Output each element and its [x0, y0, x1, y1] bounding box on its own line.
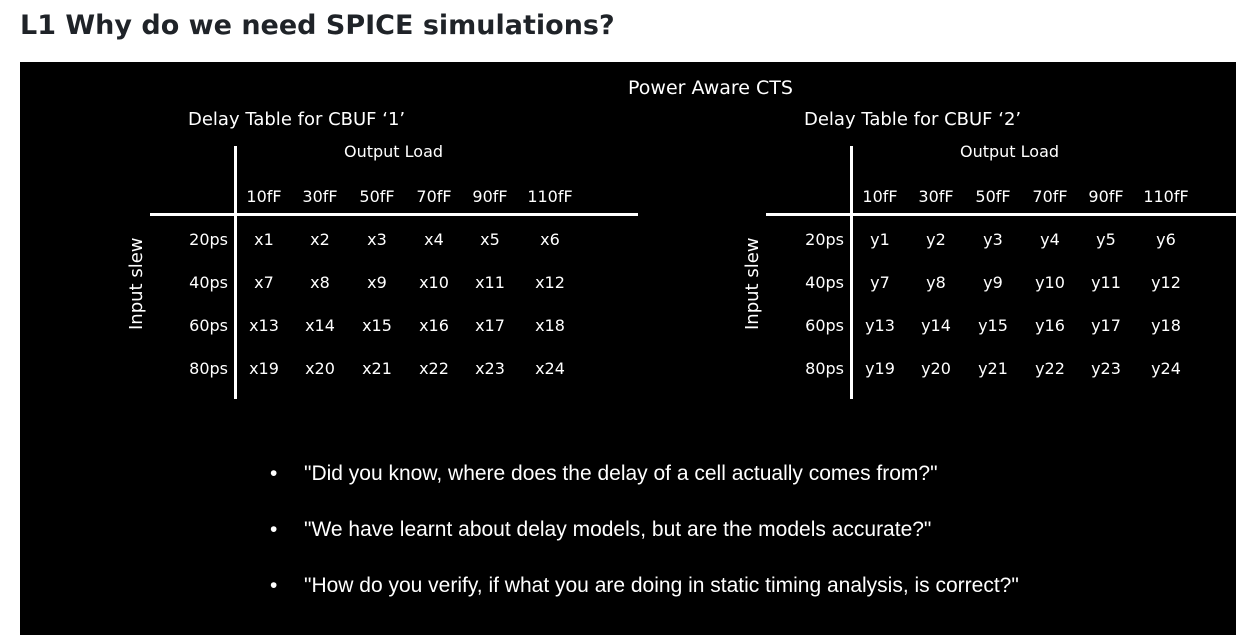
table-cell: x3 — [367, 230, 387, 249]
bullet-dot: • — [270, 462, 278, 485]
table-cell: x10 — [419, 273, 449, 292]
table-cell: x15 — [362, 316, 392, 335]
table-cell: y16 — [1035, 316, 1065, 335]
table-cell: x1 — [254, 230, 274, 249]
column-header: 70fF — [1032, 187, 1068, 206]
table-cell: y4 — [1040, 230, 1060, 249]
page-title: L1 Why do we need SPICE simulations? — [20, 10, 615, 41]
table-cell: y8 — [926, 273, 946, 292]
table-cell: x7 — [254, 273, 274, 292]
table-horizontal-rule — [150, 213, 638, 216]
table-cell: x4 — [424, 230, 444, 249]
row-header: 80ps — [805, 359, 844, 378]
table-cell: x24 — [535, 359, 565, 378]
table-vertical-rule — [850, 146, 853, 399]
column-header: 110fF — [1143, 187, 1189, 206]
table-cell: y3 — [983, 230, 1003, 249]
bullet-item: • "Did you know, where does the delay of … — [270, 460, 1019, 488]
table-cell: x2 — [310, 230, 330, 249]
input-slew-label: Input slew — [126, 237, 147, 330]
row-header: 80ps — [189, 359, 228, 378]
table-cell: y14 — [921, 316, 951, 335]
table-cell: x17 — [475, 316, 505, 335]
row-header: 40ps — [189, 273, 228, 292]
table-cell: y9 — [983, 273, 1003, 292]
bullet-text: "How do you verify, if what you are doin… — [304, 574, 1019, 597]
table-cell: x14 — [305, 316, 335, 335]
row-header: 20ps — [189, 230, 228, 249]
column-header: 90fF — [472, 187, 508, 206]
column-header: 90fF — [1088, 187, 1124, 206]
table-cell: y12 — [1151, 273, 1181, 292]
column-header: 110fF — [527, 187, 573, 206]
table-cell: y11 — [1091, 273, 1121, 292]
input-slew-label: Input slew — [742, 237, 763, 330]
row-header: 60ps — [189, 316, 228, 335]
delay-table-cbuf-2: Delay Table for CBUF ‘2’ Output Load Inp… — [636, 62, 1236, 422]
bullet-text: "Did you know, where does the delay of a… — [304, 462, 938, 485]
table-cell: x9 — [367, 273, 387, 292]
table-cell: x21 — [362, 359, 392, 378]
column-header: 10fF — [862, 187, 898, 206]
delay-table-title: Delay Table for CBUF ‘1’ — [188, 109, 406, 130]
table-cell: y10 — [1035, 273, 1065, 292]
table-cell: x13 — [249, 316, 279, 335]
table-cell: y21 — [978, 359, 1008, 378]
table-cell: y23 — [1091, 359, 1121, 378]
table-cell: x23 — [475, 359, 505, 378]
column-header: 50fF — [975, 187, 1011, 206]
bullet-list: • "Did you know, where does the delay of … — [270, 460, 1019, 628]
table-cell: y2 — [926, 230, 946, 249]
table-cell: y13 — [865, 316, 895, 335]
output-load-label: Output Load — [344, 142, 444, 161]
row-header: 60ps — [805, 316, 844, 335]
bullet-dot: • — [270, 518, 278, 541]
table-cell: y5 — [1096, 230, 1116, 249]
bullet-item: • "How do you verify, if what you are doi… — [270, 572, 1019, 600]
column-header: 30fF — [302, 187, 338, 206]
column-header: 50fF — [359, 187, 395, 206]
table-cell: y18 — [1151, 316, 1181, 335]
table-cell: y20 — [921, 359, 951, 378]
table-cell: y7 — [870, 273, 890, 292]
table-cell: x8 — [310, 273, 330, 292]
output-load-label: Output Load — [960, 142, 1060, 161]
table-cell: y22 — [1035, 359, 1065, 378]
column-header: 70fF — [416, 187, 452, 206]
column-header: 30fF — [918, 187, 954, 206]
table-cell: x6 — [540, 230, 560, 249]
lecture-slide: Power Aware CTS Delay Table for CBUF ‘1’… — [20, 62, 1236, 635]
table-cell: y24 — [1151, 359, 1181, 378]
table-horizontal-rule — [766, 213, 1236, 216]
delay-table-title: Delay Table for CBUF ‘2’ — [804, 109, 1022, 130]
table-cell: y1 — [870, 230, 890, 249]
table-vertical-rule — [234, 146, 237, 399]
table-cell: x16 — [419, 316, 449, 335]
table-cell: y15 — [978, 316, 1008, 335]
bullet-dot: • — [270, 574, 278, 597]
table-cell: x22 — [419, 359, 449, 378]
row-header: 40ps — [805, 273, 844, 292]
table-cell: x19 — [249, 359, 279, 378]
column-header: 10fF — [246, 187, 282, 206]
delay-table-cbuf-1: Delay Table for CBUF ‘1’ Output Load Inp… — [20, 62, 638, 422]
bullet-item: • "We have learnt about delay models, but… — [270, 516, 1019, 544]
table-cell: x5 — [480, 230, 500, 249]
bullet-text: "We have learnt about delay models, but … — [304, 518, 932, 541]
table-cell: y19 — [865, 359, 895, 378]
table-cell: x18 — [535, 316, 565, 335]
row-header: 20ps — [805, 230, 844, 249]
table-cell: y17 — [1091, 316, 1121, 335]
table-cell: x20 — [305, 359, 335, 378]
table-cell: x12 — [535, 273, 565, 292]
slide-title: Power Aware CTS — [628, 77, 793, 99]
table-cell: x11 — [475, 273, 505, 292]
table-cell: y6 — [1156, 230, 1176, 249]
